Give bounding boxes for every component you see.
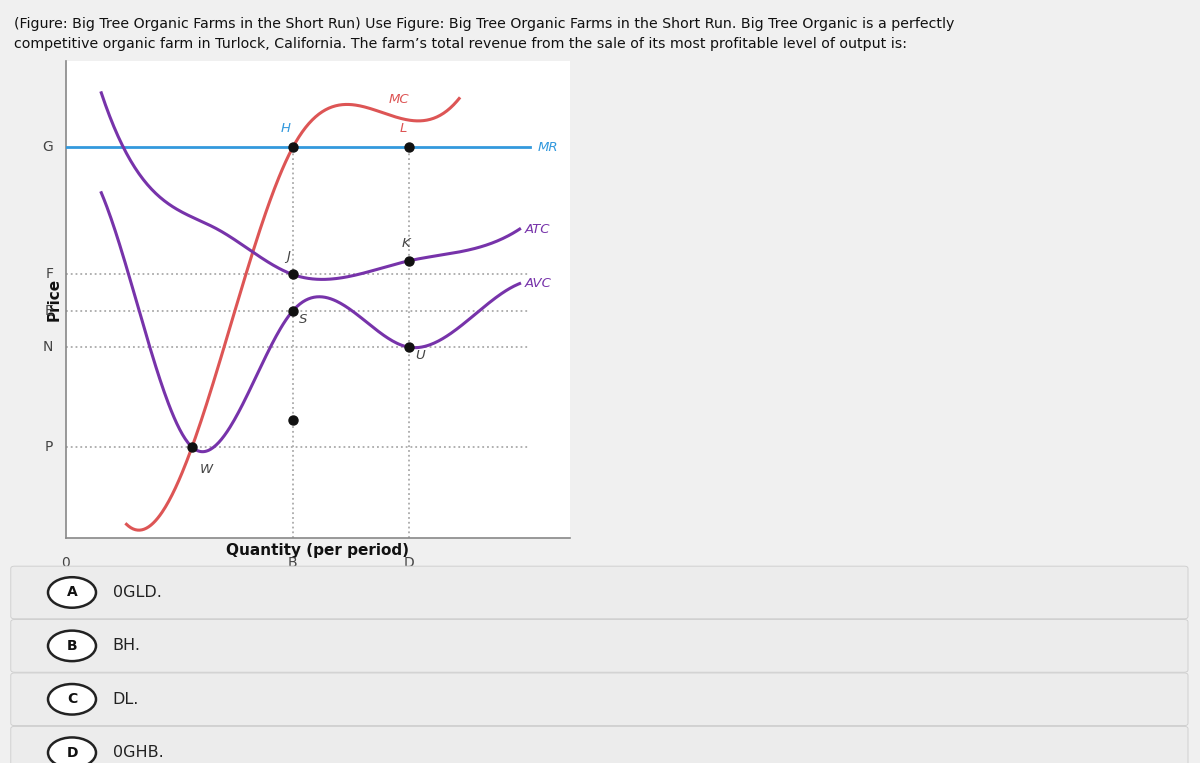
Text: C: C [67,692,77,707]
Text: MR: MR [538,141,558,154]
Text: N: N [43,340,54,354]
Text: B: B [67,639,77,653]
Text: E: E [44,304,54,318]
Text: competitive organic farm in Turlock, California. The farm’s total revenue from t: competitive organic farm in Turlock, Cal… [14,37,907,50]
Text: W: W [199,463,212,476]
Text: 0GLD.: 0GLD. [113,585,162,600]
Text: ATC: ATC [524,223,550,236]
Text: U: U [415,349,425,362]
Text: A: A [67,585,77,600]
Y-axis label: Price: Price [47,278,62,321]
Text: D: D [403,556,414,570]
X-axis label: Quantity (per period): Quantity (per period) [227,543,409,559]
Text: 0: 0 [61,556,71,570]
Text: MC: MC [389,93,409,107]
Text: H: H [281,121,290,134]
Text: (Figure: Big Tree Organic Farms in the Short Run) Use Figure: Big Tree Organic F: (Figure: Big Tree Organic Farms in the S… [14,17,955,31]
Text: DL.: DL. [113,692,139,707]
Text: K: K [402,237,410,250]
Text: 0GHB.: 0GHB. [113,745,163,760]
Text: G: G [43,140,54,154]
Text: AVC: AVC [524,277,552,290]
Text: S: S [299,313,307,326]
Text: P: P [46,440,54,454]
Text: F: F [46,268,54,282]
Text: B: B [288,556,298,570]
Text: BH.: BH. [113,639,140,653]
Text: L: L [400,121,407,134]
Text: D: D [66,745,78,760]
Text: J: J [286,250,289,263]
